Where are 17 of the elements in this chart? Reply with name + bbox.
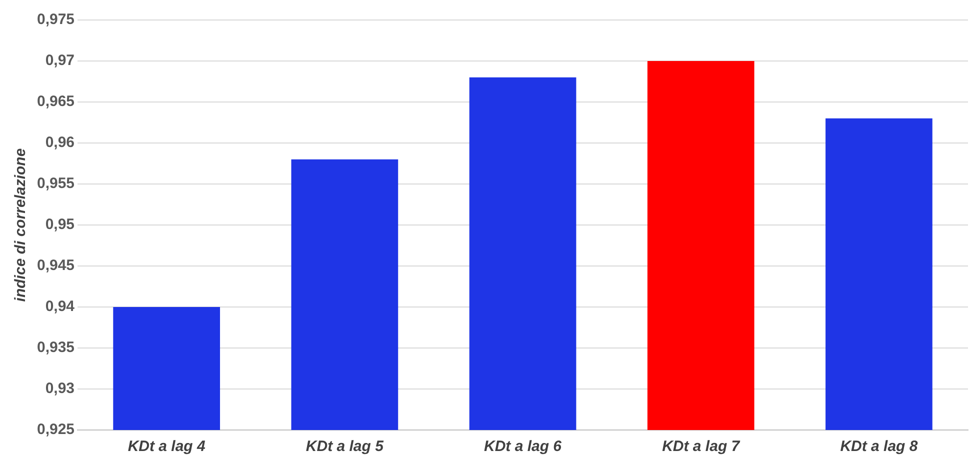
y-tick-label: 0,96: [45, 134, 75, 152]
y-tick-label: 0,97: [45, 52, 75, 70]
y-tick-label: 0,94: [45, 298, 76, 316]
x-tick-label: KDt a lag 5: [306, 438, 384, 456]
y-tick-label: 0,93: [45, 380, 75, 398]
x-tick-label: KDt a lag 4: [128, 438, 206, 456]
y-axis-title: indice di correlazione: [12, 148, 30, 302]
y-tick-label: 0,95: [45, 216, 75, 234]
y-tick-label: 0,925: [36, 421, 75, 438]
y-tick-label: 0,945: [36, 257, 75, 274]
y-tick-label: 0,975: [36, 11, 75, 28]
x-tick-label: KDt a lag 7: [662, 438, 740, 456]
y-tick-label: 0,955: [36, 175, 75, 192]
x-tick-label: KDt a lag 6: [484, 438, 562, 456]
y-tick-label: 0,935: [36, 339, 75, 356]
x-tick-label: KDt a lag 8: [840, 438, 918, 456]
y-tick-label: 0,965: [36, 93, 75, 110]
